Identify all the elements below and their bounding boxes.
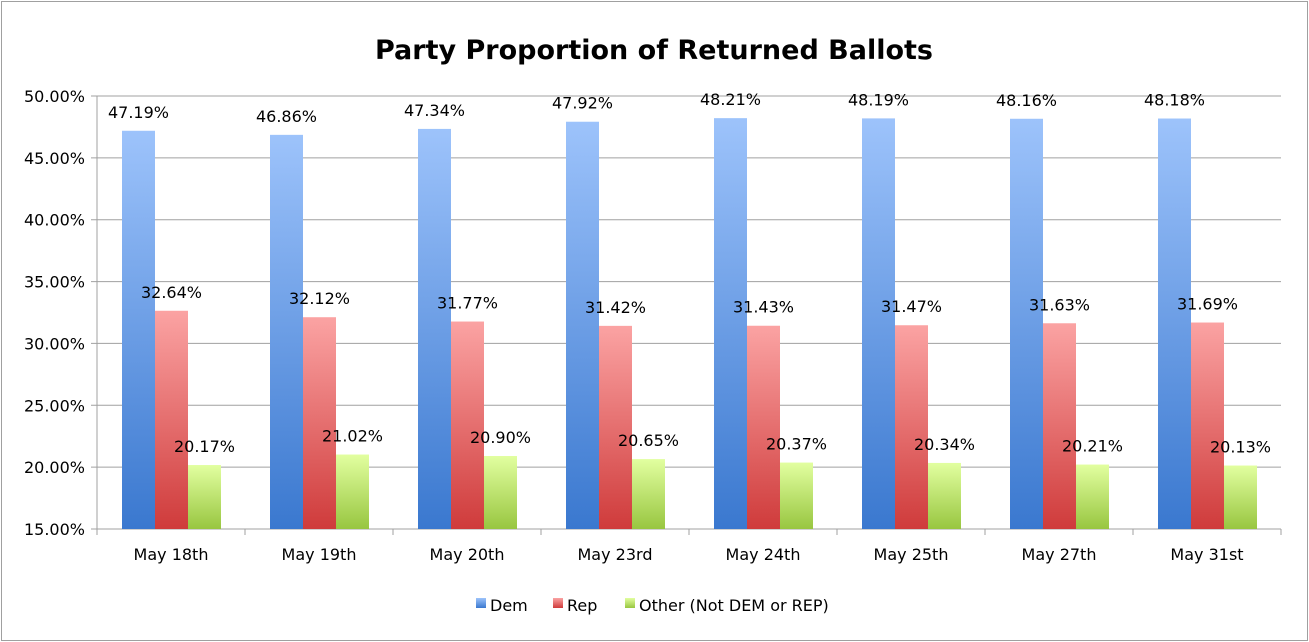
legend-label: Dem bbox=[490, 596, 528, 615]
bar-dem bbox=[122, 130, 155, 529]
data-label: 20.65% bbox=[618, 431, 679, 450]
x-tick-label: May 27th bbox=[1022, 545, 1097, 564]
data-label: 31.43% bbox=[733, 298, 794, 317]
data-label: 48.21% bbox=[700, 90, 761, 109]
data-label: 48.19% bbox=[848, 90, 909, 109]
bar-rep bbox=[155, 310, 188, 529]
data-label: 31.63% bbox=[1029, 295, 1090, 314]
x-tick-label: May 18th bbox=[134, 545, 209, 564]
y-tick-label: 15.00% bbox=[24, 520, 85, 539]
data-label: 31.77% bbox=[437, 294, 498, 313]
data-label: 48.16% bbox=[996, 91, 1057, 110]
bar-dem bbox=[566, 121, 599, 529]
data-label: 20.17% bbox=[174, 437, 235, 456]
x-tick-label: May 31st bbox=[1170, 545, 1243, 564]
y-tick-label: 45.00% bbox=[24, 149, 85, 168]
bar-dem bbox=[1158, 118, 1191, 530]
x-tick-label: May 23rd bbox=[578, 545, 653, 564]
data-label: 46.86% bbox=[256, 107, 317, 126]
bar-rep bbox=[895, 325, 928, 529]
chart-title: Party Proportion of Returned Ballots bbox=[375, 35, 933, 66]
legend-label: Other (Not DEM or REP) bbox=[639, 596, 829, 615]
data-label: 20.90% bbox=[470, 428, 531, 447]
bar-dem bbox=[1010, 118, 1043, 529]
bar-other bbox=[336, 454, 369, 529]
x-tick-label: May 20th bbox=[430, 545, 505, 564]
bar-rep bbox=[1191, 322, 1224, 529]
legend-label: Rep bbox=[567, 596, 597, 615]
data-label: 31.47% bbox=[881, 297, 942, 316]
legend-swatch bbox=[476, 598, 486, 608]
bar-rep bbox=[599, 325, 632, 529]
x-tick-label: May 24th bbox=[726, 545, 801, 564]
legend-swatch bbox=[625, 598, 635, 608]
bar-rep bbox=[451, 321, 484, 529]
data-label: 47.19% bbox=[108, 103, 169, 122]
y-tick-label: 25.00% bbox=[24, 396, 85, 415]
bar-other bbox=[632, 459, 665, 529]
legend-swatch bbox=[553, 598, 563, 608]
data-label: 20.13% bbox=[1210, 438, 1271, 457]
x-tick-label: May 19th bbox=[282, 545, 357, 564]
data-label: 32.64% bbox=[141, 283, 202, 302]
y-tick-label: 30.00% bbox=[24, 334, 85, 353]
y-tick-label: 40.00% bbox=[24, 211, 85, 230]
data-label: 31.69% bbox=[1177, 295, 1238, 314]
data-label: 32.12% bbox=[289, 289, 350, 308]
bar-dem bbox=[862, 118, 895, 530]
data-label: 21.02% bbox=[322, 427, 383, 446]
data-label: 31.42% bbox=[585, 298, 646, 317]
y-tick-label: 20.00% bbox=[24, 458, 85, 477]
data-label: 20.34% bbox=[914, 435, 975, 454]
bar-dem bbox=[418, 128, 451, 529]
data-label: 20.21% bbox=[1062, 437, 1123, 456]
data-label: 20.37% bbox=[766, 435, 827, 454]
y-tick-label: 35.00% bbox=[24, 273, 85, 292]
data-label: 47.34% bbox=[404, 101, 465, 120]
bar-rep bbox=[747, 325, 780, 529]
data-label: 47.92% bbox=[552, 94, 613, 113]
bar-other bbox=[484, 456, 517, 529]
data-label: 48.18% bbox=[1144, 91, 1205, 110]
bar-other bbox=[188, 465, 221, 529]
bar-dem bbox=[270, 134, 303, 529]
bar-other bbox=[1076, 464, 1109, 529]
bar-rep bbox=[1043, 323, 1076, 529]
bar-other bbox=[1224, 465, 1257, 529]
bar-other bbox=[780, 462, 813, 529]
bar-other bbox=[928, 462, 961, 529]
x-tick-label: May 25th bbox=[874, 545, 949, 564]
bar-rep bbox=[303, 317, 336, 529]
y-tick-label: 50.00% bbox=[24, 87, 85, 106]
bar-dem bbox=[714, 118, 747, 529]
